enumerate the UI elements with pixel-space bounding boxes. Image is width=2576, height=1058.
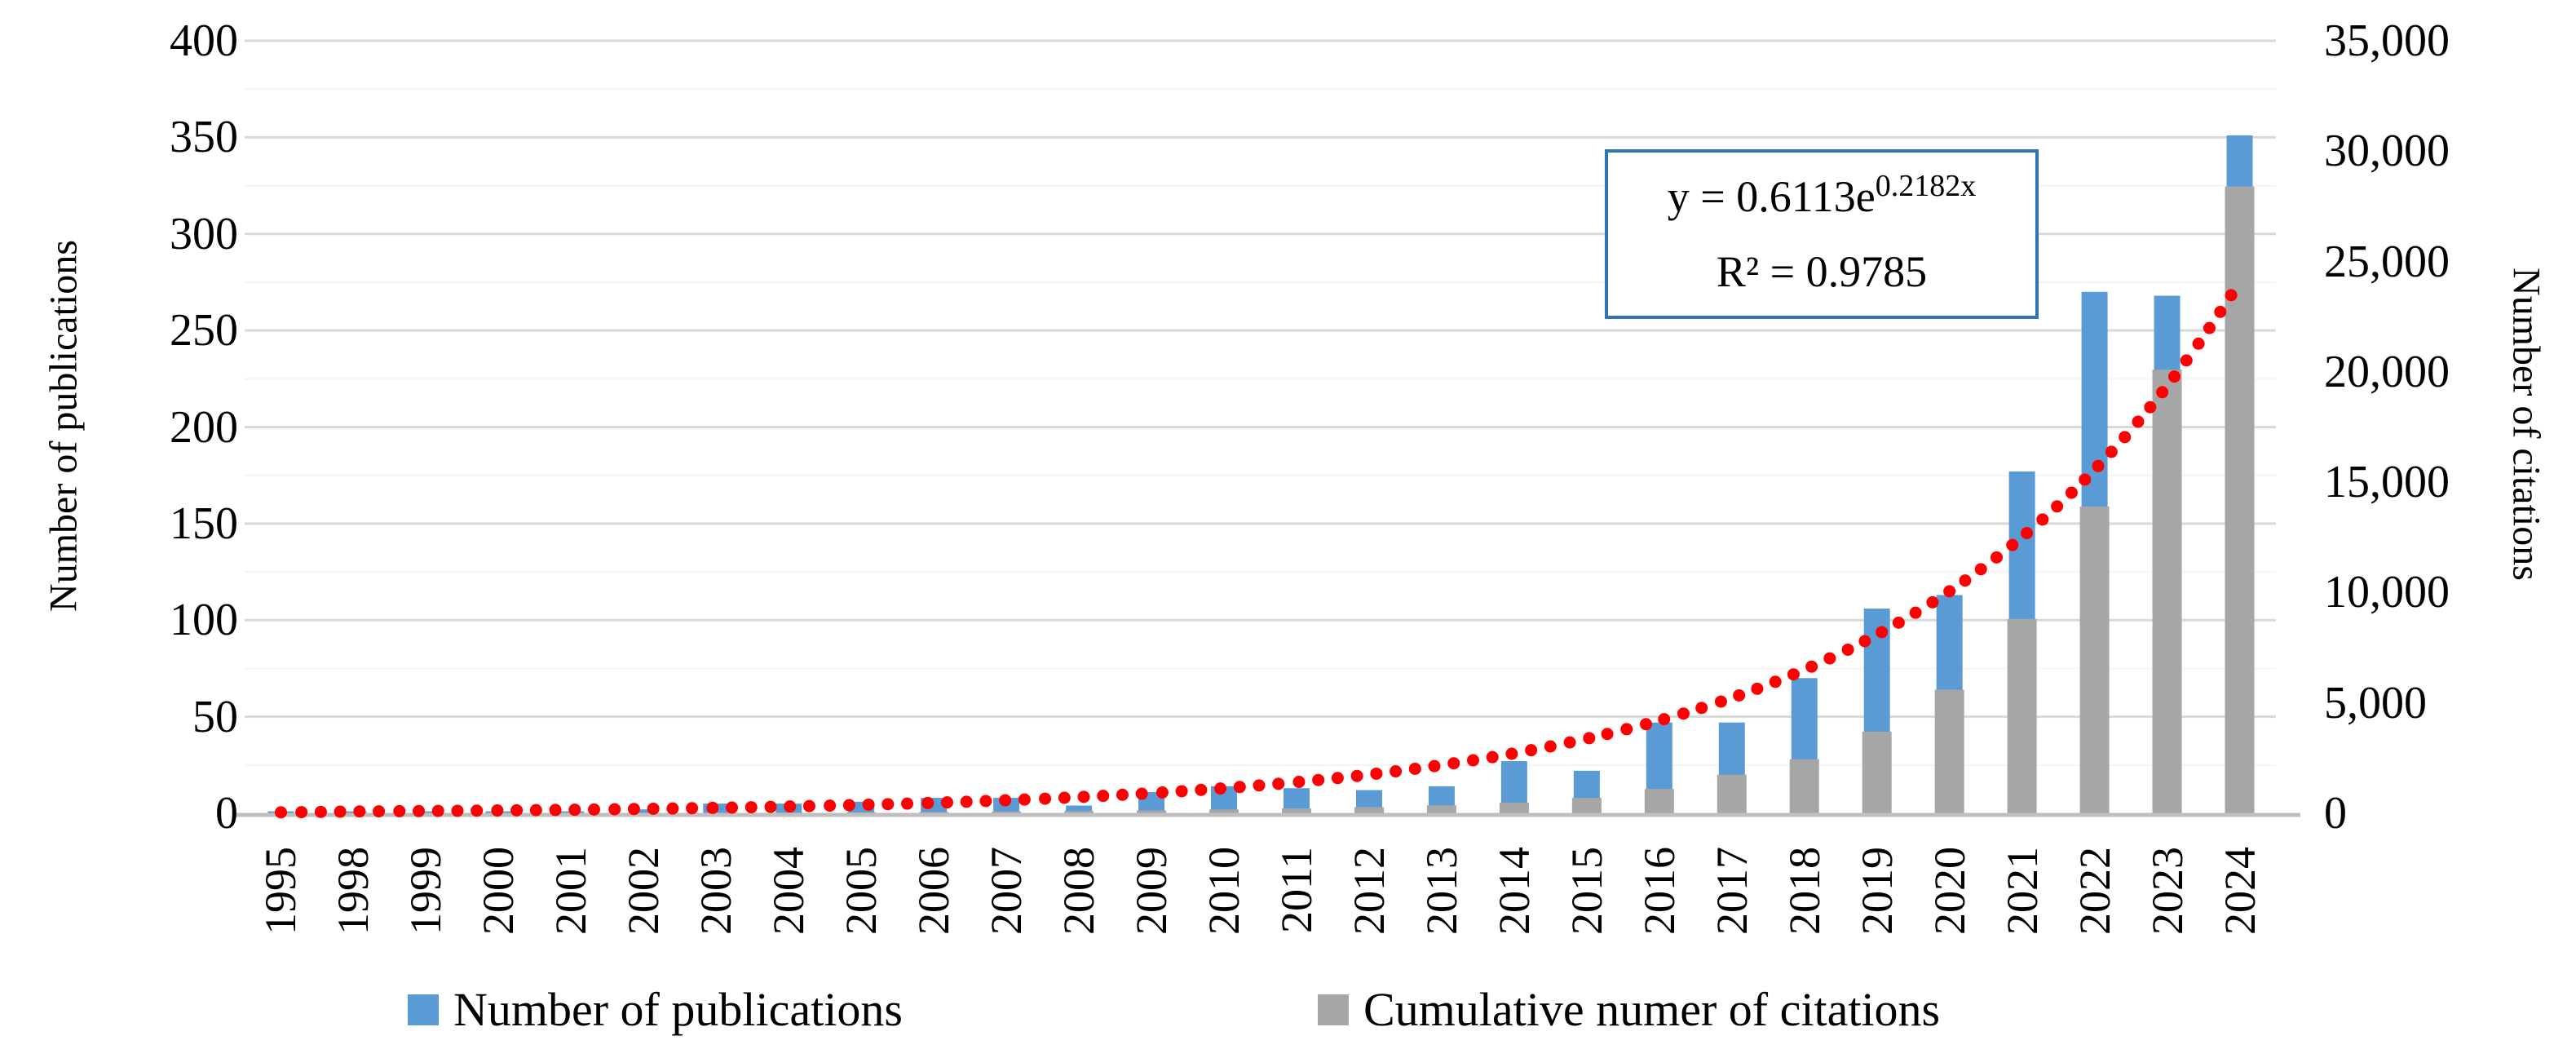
bar-citations-2011 xyxy=(1281,808,1311,817)
y-axis-tick-right: 20,000 xyxy=(2324,346,2450,397)
trendline-equation-box: y = 0.6113e0.2182x R² = 0.9785 xyxy=(1605,149,2039,319)
r-squared-value: R² = 0.9785 xyxy=(1716,247,1928,296)
y-axis-tick-right: 0 xyxy=(2324,788,2347,839)
right-axis-title: Number of citations xyxy=(2504,268,2548,581)
y-axis-tick-right: 15,000 xyxy=(2324,457,2450,508)
equation-exponent: 0.2182x xyxy=(1875,169,1977,203)
y-axis-tick-right: 25,000 xyxy=(2324,236,2450,287)
x-axis-tick-2011: 2011 xyxy=(1271,847,1321,933)
x-axis-tick-2016: 2016 xyxy=(1634,847,1684,935)
bar-citations-2019 xyxy=(1862,731,1892,817)
x-axis-tick-2004: 2004 xyxy=(764,847,814,935)
bar-citations-2017 xyxy=(1717,774,1747,817)
y-axis-tick-left: 250 xyxy=(170,305,238,356)
x-axis-tick-2005: 2005 xyxy=(837,847,886,935)
x-axis-tick-2017: 2017 xyxy=(1707,847,1756,935)
x-axis-tick-2023: 2023 xyxy=(2142,847,2192,935)
x-axis-tick-2013: 2013 xyxy=(1416,847,1466,935)
bar-citations-2012 xyxy=(1354,807,1384,817)
y-axis-tick-left: 50 xyxy=(192,691,238,742)
chart-legend: Number of publications Cumulative numer o… xyxy=(0,976,2576,1049)
x-axis-tick-1995: 1995 xyxy=(256,847,306,935)
x-axis-tick-2006: 2006 xyxy=(909,847,959,935)
y-axis-tick-left: 350 xyxy=(170,112,238,163)
x-axis-tick-1998: 1998 xyxy=(329,847,378,935)
trendline-equation: y = 0.6113e0.2182x xyxy=(1667,169,1977,221)
x-axis-tick-2007: 2007 xyxy=(982,847,1032,935)
x-axis-tick-2012: 2012 xyxy=(1344,847,1394,935)
legend-item-publications: Number of publications xyxy=(408,982,903,1037)
bar-citations-2015 xyxy=(1571,798,1602,817)
y-axis-tick-left: 150 xyxy=(170,498,238,549)
bar-citations-2023 xyxy=(2152,370,2182,817)
x-axis-tick-2020: 2020 xyxy=(1924,847,1974,935)
x-axis-tick-2014: 2014 xyxy=(1489,847,1539,935)
x-axis-tick-2010: 2010 xyxy=(1200,847,1249,935)
x-axis-tick-2009: 2009 xyxy=(1127,847,1177,935)
x-axis-tick-2008: 2008 xyxy=(1054,847,1104,935)
x-axis-tick-2001: 2001 xyxy=(546,847,596,935)
y-axis-tick-left: 0 xyxy=(215,788,238,839)
bar-citations-2022 xyxy=(2079,506,2110,817)
x-axis-tick-2024: 2024 xyxy=(2215,847,2264,935)
y-axis-tick-left: 400 xyxy=(170,15,238,66)
x-axis-tick-2015: 2015 xyxy=(1562,847,1611,935)
y-axis-tick-left: 100 xyxy=(170,595,238,646)
trendline-dots xyxy=(274,289,2238,819)
x-axis-tick-2019: 2019 xyxy=(1852,847,1902,935)
x-axis-tick-2000: 2000 xyxy=(474,847,524,935)
legend-swatch-icon xyxy=(408,994,439,1025)
y-axis-tick-right: 30,000 xyxy=(2324,126,2450,177)
x-axis-tick-2022: 2022 xyxy=(2070,847,2119,935)
x-axis-tick-2018: 2018 xyxy=(1779,847,1829,935)
legend-label: Number of publications xyxy=(453,983,903,1036)
y-axis-tick-left: 200 xyxy=(170,401,238,453)
bar-citations-2016 xyxy=(1644,789,1674,817)
y-axis-tick-right: 5,000 xyxy=(2324,677,2427,728)
bar-citations-2020 xyxy=(1934,689,1964,817)
bar-citations-2024 xyxy=(2225,186,2255,817)
bar-citations-2021 xyxy=(2007,618,2037,817)
legend-item-citations: Cumulative numer of citations xyxy=(1318,982,1940,1037)
bar-citations-2018 xyxy=(1789,759,1819,817)
legend-swatch-icon xyxy=(1318,994,1349,1025)
y-axis-tick-right: 10,000 xyxy=(2324,567,2450,618)
x-axis-tick-2003: 2003 xyxy=(691,847,741,935)
legend-label: Cumulative numer of citations xyxy=(1363,983,1941,1036)
x-axis-tick-1999: 1999 xyxy=(401,847,451,935)
y-axis-tick-right: 35,000 xyxy=(2324,15,2450,66)
x-axis-tick-2021: 2021 xyxy=(1997,847,2047,935)
y-axis-tick-left: 300 xyxy=(170,208,238,259)
x-axis-tick-2002: 2002 xyxy=(619,847,669,935)
